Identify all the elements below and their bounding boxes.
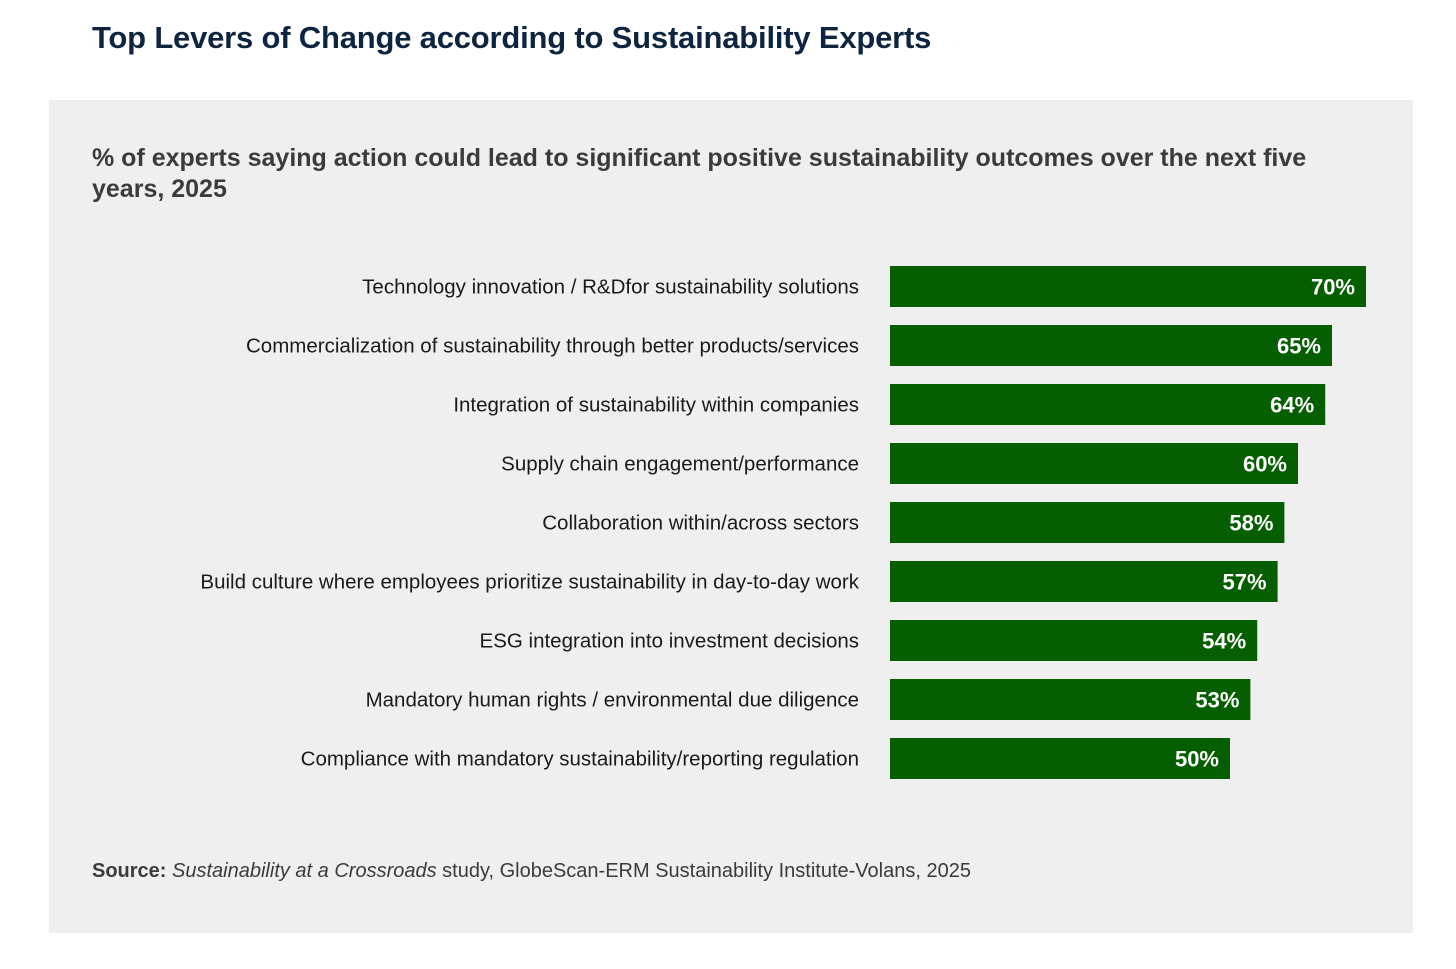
value-label: 64% <box>1270 393 1314 418</box>
chart-panel: % of experts saying action could lead to… <box>49 100 1413 933</box>
bar <box>890 266 1366 307</box>
category-label: Build culture where employees prioritize… <box>200 571 859 594</box>
bar <box>890 384 1326 425</box>
source-label: Source: <box>92 860 167 882</box>
bar <box>890 561 1278 602</box>
category-label: Mandatory human rights / environmental d… <box>366 689 859 712</box>
bar <box>890 443 1298 484</box>
category-label: Technology innovation / R&Dfor sustainab… <box>362 276 859 299</box>
bar-chart: Technology innovation / R&Dfor sustainab… <box>200 266 1366 779</box>
page-title: Top Levers of Change according to Sustai… <box>92 20 932 55</box>
value-label: 54% <box>1202 629 1246 654</box>
value-label: 53% <box>1195 688 1239 713</box>
value-label: 70% <box>1311 275 1355 300</box>
source-text: study, GlobeScan-ERM Sustainability Inst… <box>436 860 971 882</box>
value-label: 57% <box>1223 570 1267 595</box>
category-label: ESG integration into investment decision… <box>480 630 859 653</box>
value-label: 50% <box>1175 747 1219 772</box>
value-label: 60% <box>1243 452 1287 477</box>
bar <box>890 679 1251 720</box>
category-label: Collaboration within/across sectors <box>542 512 859 535</box>
bar <box>890 502 1285 543</box>
source-study: Sustainability at a Crossroads <box>172 860 437 882</box>
value-label: 58% <box>1229 511 1273 536</box>
bar <box>890 325 1332 366</box>
category-label: Integration of sustainability within com… <box>453 394 859 417</box>
category-label: Commercialization of sustainability thro… <box>246 335 859 358</box>
chart-subtitle: % of experts saying action could lead to… <box>92 144 1307 203</box>
bar <box>890 620 1258 661</box>
category-label: Supply chain engagement/performance <box>501 453 859 476</box>
bar <box>890 738 1230 779</box>
category-label: Compliance with mandatory sustainability… <box>301 748 859 771</box>
value-label: 65% <box>1277 334 1321 359</box>
source-note: Source: Sustainability at a Crossroads s… <box>92 860 971 883</box>
